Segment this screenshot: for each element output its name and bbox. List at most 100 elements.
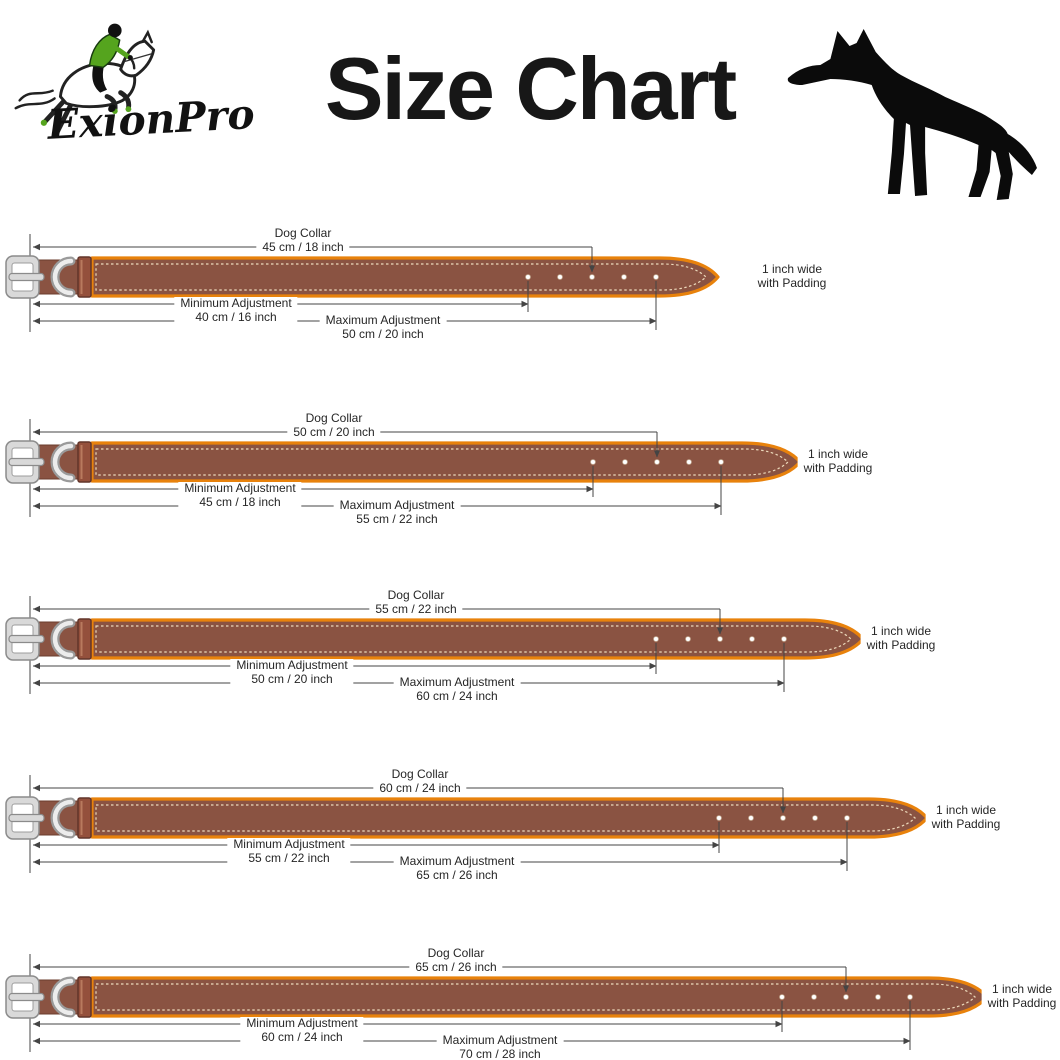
collar-size-label: Dog Collar 60 cm / 24 inch xyxy=(373,767,467,795)
d-ring-inner xyxy=(52,443,74,481)
maximum-adjustment-label: Maximum Adjustment 65 cm / 26 inch xyxy=(393,854,521,882)
adjustment-hole xyxy=(844,815,850,821)
minimum-adjustment-label: Minimum Adjustment 40 cm / 16 inch xyxy=(174,296,298,324)
collar-size-label-title: Dog Collar xyxy=(305,411,363,425)
collar-size-label-value: 65 cm / 26 inch xyxy=(415,959,497,974)
collar-size-label-title: Dog Collar xyxy=(274,226,332,240)
adjustment-hole xyxy=(907,994,913,1000)
adjustment-hole xyxy=(781,636,787,642)
maximum-adjustment-label-value: 55 cm / 22 inch xyxy=(356,511,438,526)
width-note-label-value: with Padding xyxy=(987,995,1057,1010)
width-note-label-value: with Padding xyxy=(757,275,827,290)
keeper-loop xyxy=(77,256,92,298)
collar-row xyxy=(5,775,929,873)
horse-hind-leg xyxy=(54,99,75,136)
maximum-adjustment-label-value: 65 cm / 26 inch xyxy=(416,867,498,882)
minimum-adjustment-label: Minimum Adjustment 60 cm / 24 inch xyxy=(240,1016,364,1044)
maximum-adjustment-label-title: Maximum Adjustment xyxy=(325,313,441,327)
maximum-adjustment-label: Maximum Adjustment 60 cm / 24 inch xyxy=(393,675,521,703)
horse-tail xyxy=(14,97,56,110)
width-note-label-value: with Padding xyxy=(803,460,873,475)
adjustment-hole xyxy=(780,815,786,821)
adjustment-hole xyxy=(653,636,659,642)
adjustment-hole xyxy=(843,994,849,1000)
horse-hoof xyxy=(40,119,47,126)
maximum-adjustment-label-value: 60 cm / 24 inch xyxy=(416,688,498,703)
d-ring-inner xyxy=(52,620,74,658)
collar-strap xyxy=(90,256,720,298)
minimum-adjustment-label-value: 50 cm / 20 inch xyxy=(251,671,333,686)
minimum-adjustment-label: Minimum Adjustment 55 cm / 22 inch xyxy=(227,837,351,865)
rider-hand xyxy=(127,55,133,61)
d-ring-inner xyxy=(52,799,74,837)
buckle-prong xyxy=(8,272,45,282)
adjustment-hole xyxy=(779,994,785,1000)
adjustment-hole xyxy=(686,459,692,465)
minimum-adjustment-label-title: Minimum Adjustment xyxy=(233,837,345,851)
maximum-adjustment-label-title: Maximum Adjustment xyxy=(442,1033,558,1047)
rider-helmet xyxy=(108,23,122,38)
width-note-label-title: 1 inch wide xyxy=(807,447,869,461)
adjustment-hole xyxy=(875,994,881,1000)
adjustment-hole xyxy=(685,636,691,642)
minimum-adjustment-label-title: Minimum Adjustment xyxy=(236,658,348,672)
keeper-loop xyxy=(77,441,92,483)
buckle-prong xyxy=(8,634,45,644)
horse-rein xyxy=(124,53,152,63)
keeper-loop xyxy=(77,797,92,839)
minimum-adjustment-label-value: 40 cm / 16 inch xyxy=(195,309,277,324)
width-note-label: 1 inch wide with Padding xyxy=(797,447,879,475)
width-note-label-value: with Padding xyxy=(866,637,936,652)
adjustment-hole xyxy=(748,815,754,821)
adjustment-hole xyxy=(717,636,723,642)
keeper-loop xyxy=(77,976,92,1018)
adjustment-hole xyxy=(653,274,659,280)
dog-silhouette xyxy=(787,29,1037,200)
maximum-adjustment-label-value: 50 cm / 20 inch xyxy=(342,326,424,341)
horse-tail xyxy=(18,89,54,102)
width-note-label-title: 1 inch wide xyxy=(761,262,823,276)
minimum-adjustment-label: Minimum Adjustment 50 cm / 20 inch xyxy=(230,658,354,686)
rider-arm xyxy=(106,41,131,60)
maximum-adjustment-label: Maximum Adjustment 70 cm / 28 inch xyxy=(436,1033,564,1060)
collar-size-label: Dog Collar 45 cm / 18 inch xyxy=(256,226,350,254)
width-note-label: 1 inch wide with Padding xyxy=(925,803,1007,831)
collar-size-label: Dog Collar 50 cm / 20 inch xyxy=(287,411,381,439)
minimum-adjustment-label-title: Minimum Adjustment xyxy=(180,296,292,310)
d-ring-inner xyxy=(52,978,74,1016)
minimum-adjustment-label-value: 55 cm / 22 inch xyxy=(248,850,330,865)
maximum-adjustment-label-title: Maximum Adjustment xyxy=(399,675,515,689)
maximum-adjustment-label-value: 70 cm / 28 inch xyxy=(459,1046,541,1060)
width-note-label: 1 inch wide with Padding xyxy=(860,624,942,652)
collar-size-label-title: Dog Collar xyxy=(387,588,445,602)
stitching xyxy=(95,983,976,1011)
collar-size-label-value: 45 cm / 18 inch xyxy=(262,239,344,254)
width-note-label: 1 inch wide with Padding xyxy=(981,982,1060,1010)
adjustment-hole xyxy=(718,459,724,465)
collar-size-label-value: 60 cm / 24 inch xyxy=(379,780,461,795)
adjustment-hole xyxy=(590,459,596,465)
buckle-prong xyxy=(8,457,45,467)
collar-size-label-value: 55 cm / 22 inch xyxy=(375,601,457,616)
collar-size-label-title: Dog Collar xyxy=(391,767,449,781)
minimum-adjustment-label: Minimum Adjustment 45 cm / 18 inch xyxy=(178,481,302,509)
minimum-adjustment-label-title: Minimum Adjustment xyxy=(246,1016,358,1030)
adjustment-hole xyxy=(716,815,722,821)
adjustment-hole xyxy=(557,274,563,280)
horse-hoof xyxy=(125,106,132,113)
adjustment-hole xyxy=(525,274,531,280)
buckle-prong xyxy=(8,813,45,823)
collar-size-label-title: Dog Collar xyxy=(427,946,485,960)
dog-silhouette-path xyxy=(787,29,1037,200)
adjustment-hole xyxy=(749,636,755,642)
collar-size-label-value: 50 cm / 20 inch xyxy=(293,424,375,439)
adjustment-hole xyxy=(812,815,818,821)
stitching xyxy=(95,448,789,476)
minimum-adjustment-label-title: Minimum Adjustment xyxy=(184,481,296,495)
maximum-adjustment-label-title: Maximum Adjustment xyxy=(399,854,515,868)
width-note-label-title: 1 inch wide xyxy=(935,803,997,817)
collar-row xyxy=(5,234,720,332)
german-shepherd-silhouette-icon xyxy=(778,22,1040,222)
